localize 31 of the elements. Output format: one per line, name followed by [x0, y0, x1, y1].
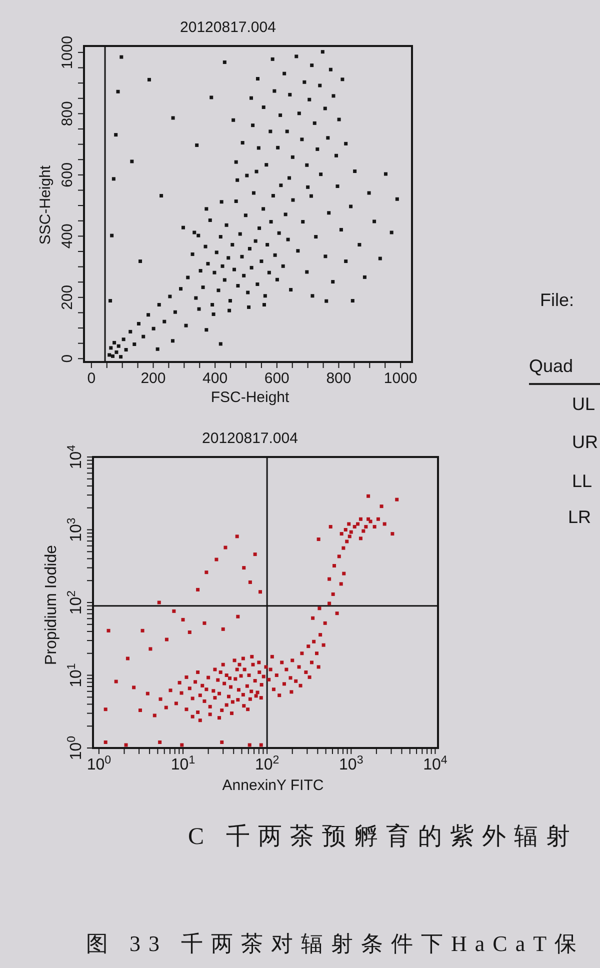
text: UR — [572, 432, 598, 453]
y-tick-label: 800 — [59, 101, 76, 126]
y-tick-label: 200 — [59, 284, 76, 310]
x-tick-label: 400 — [202, 370, 228, 387]
x-tick-label: 10$^{4}$ — [423, 754, 448, 774]
y-axis-title: Propidium Iodide — [43, 544, 61, 666]
y-tick-label: 0 — [59, 354, 76, 363]
chart-title: 20120817.004 — [180, 19, 276, 36]
y-tick-label: 600 — [59, 162, 76, 188]
x-tick-label: 10$^{0}$ — [86, 754, 112, 774]
text: UL — [572, 394, 596, 415]
text: File: — [540, 290, 574, 311]
y-tick-label: 400 — [59, 224, 76, 249]
y-axis-title: SSC-Height — [36, 165, 54, 245]
x-tick-label: 10$^{2}$ — [254, 754, 280, 774]
x-tick-label: 0 — [87, 370, 96, 387]
caption: 图 33 千两茶对辐射条件下HaCaT保 — [86, 931, 585, 956]
x-tick-label: 800 — [326, 370, 352, 387]
x-tick-label: 200 — [140, 370, 166, 387]
text: LR — [568, 507, 592, 528]
x-axis-title: FSC-Height — [210, 389, 290, 406]
x-axis-title: AnnexinY FITC — [222, 777, 324, 794]
x-tick-label: 10$^{3}$ — [339, 754, 364, 774]
text: Quad — [529, 356, 574, 377]
x-tick-label: 1000 — [384, 370, 418, 387]
chart-title: 20120817.004 — [202, 430, 298, 448]
text: C 千两茶预孵育的紫外辐射 — [188, 824, 578, 850]
x-tick-label: 600 — [264, 370, 290, 387]
x-tick-label: 10$^{1}$ — [170, 754, 196, 774]
text: LL — [572, 471, 592, 492]
y-tick-label: 1000 — [59, 36, 76, 70]
